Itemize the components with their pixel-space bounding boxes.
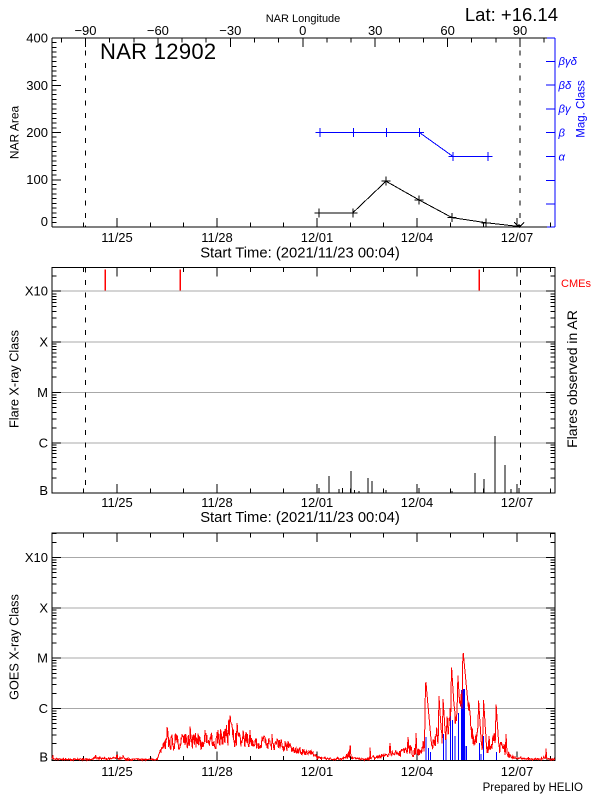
svg-text:C: C bbox=[39, 701, 48, 716]
svg-text:−90: −90 bbox=[74, 23, 96, 38]
svg-text:400: 400 bbox=[26, 31, 48, 46]
svg-text:−30: −30 bbox=[219, 23, 241, 38]
svg-text:B: B bbox=[39, 750, 48, 765]
svg-text:Flares observed in AR: Flares observed in AR bbox=[564, 310, 580, 448]
svg-text:90: 90 bbox=[513, 23, 527, 38]
svg-text:α: α bbox=[559, 151, 566, 163]
svg-text:12/07: 12/07 bbox=[501, 230, 534, 245]
svg-text:12/01: 12/01 bbox=[301, 495, 334, 510]
svg-text:100: 100 bbox=[26, 172, 48, 187]
svg-text:X: X bbox=[39, 600, 48, 615]
svg-text:60: 60 bbox=[440, 23, 454, 38]
svg-text:βγδ: βγδ bbox=[558, 56, 578, 68]
svg-text:NAR Area: NAR Area bbox=[7, 105, 21, 159]
svg-text:12/07: 12/07 bbox=[501, 764, 534, 779]
svg-text:βγ: βγ bbox=[558, 104, 572, 116]
svg-text:βδ: βδ bbox=[558, 80, 572, 92]
svg-text:Start Time: (2021/11/23 00:04): Start Time: (2021/11/23 00:04) bbox=[200, 510, 400, 526]
svg-text:11/28: 11/28 bbox=[201, 764, 233, 779]
svg-text:11/28: 11/28 bbox=[201, 495, 233, 510]
svg-text:B: B bbox=[39, 483, 48, 498]
svg-text:300: 300 bbox=[26, 78, 48, 93]
svg-text:30: 30 bbox=[368, 23, 382, 38]
svg-text:Lat: +16.14: Lat: +16.14 bbox=[465, 4, 558, 25]
svg-text:12/04: 12/04 bbox=[401, 230, 434, 245]
svg-text:C: C bbox=[39, 436, 48, 451]
svg-text:GOES X-ray Class: GOES X-ray Class bbox=[8, 594, 22, 700]
svg-text:0: 0 bbox=[299, 23, 306, 38]
svg-text:X: X bbox=[39, 335, 48, 350]
svg-text:11/28: 11/28 bbox=[201, 230, 233, 245]
svg-text:β: β bbox=[558, 128, 566, 140]
svg-text:Mag. Class: Mag. Class bbox=[576, 80, 588, 138]
svg-text:200: 200 bbox=[26, 125, 48, 140]
svg-text:0: 0 bbox=[41, 214, 48, 229]
svg-text:12/07: 12/07 bbox=[501, 495, 534, 510]
svg-text:X10: X10 bbox=[25, 550, 48, 565]
svg-text:CMEs: CMEs bbox=[561, 278, 591, 290]
svg-text:X10: X10 bbox=[25, 284, 48, 299]
svg-text:12/04: 12/04 bbox=[401, 764, 434, 779]
svg-text:Prepared by HELIO: Prepared by HELIO bbox=[483, 782, 583, 794]
svg-text:M: M bbox=[37, 651, 48, 666]
svg-text:NAR 12902: NAR 12902 bbox=[100, 39, 216, 64]
svg-text:NAR Longitude: NAR Longitude bbox=[266, 13, 341, 25]
svg-text:12/01: 12/01 bbox=[301, 230, 334, 245]
svg-text:12/04: 12/04 bbox=[401, 495, 434, 510]
svg-text:Start Time: (2021/11/23 00:04): Start Time: (2021/11/23 00:04) bbox=[200, 246, 400, 262]
svg-text:11/25: 11/25 bbox=[101, 495, 133, 510]
svg-text:11/25: 11/25 bbox=[101, 230, 133, 245]
svg-text:11/25: 11/25 bbox=[101, 764, 133, 779]
svg-text:12/01: 12/01 bbox=[301, 764, 334, 779]
svg-text:−60: −60 bbox=[147, 23, 169, 38]
svg-text:Flare X-ray Class: Flare X-ray Class bbox=[8, 330, 22, 428]
svg-text:M: M bbox=[37, 385, 48, 400]
